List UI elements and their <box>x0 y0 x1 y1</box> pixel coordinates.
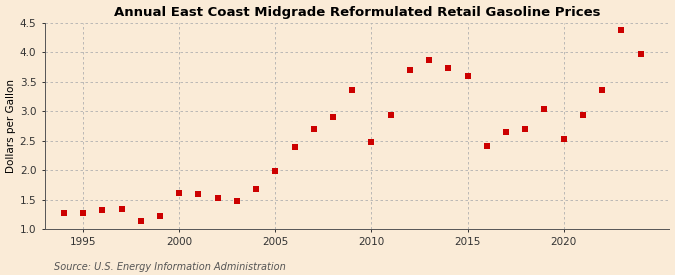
Point <box>347 88 358 92</box>
Point <box>558 137 569 142</box>
Point <box>250 187 261 191</box>
Point <box>59 210 70 215</box>
Point <box>136 219 146 223</box>
Point <box>404 68 415 73</box>
Point <box>174 191 185 195</box>
Point <box>520 126 531 131</box>
Point <box>443 66 454 70</box>
Title: Annual East Coast Midgrade Reformulated Retail Gasoline Prices: Annual East Coast Midgrade Reformulated … <box>114 6 600 18</box>
Point <box>97 208 108 212</box>
Y-axis label: Dollars per Gallon: Dollars per Gallon <box>5 79 16 173</box>
Point <box>462 73 473 78</box>
Point <box>213 196 223 200</box>
Point <box>635 52 646 56</box>
Point <box>481 144 492 149</box>
Point <box>308 126 319 131</box>
Point <box>270 169 281 173</box>
Point <box>78 211 88 215</box>
Point <box>385 112 396 117</box>
Point <box>232 199 242 204</box>
Point <box>116 207 127 211</box>
Point <box>366 139 377 144</box>
Point <box>289 145 300 149</box>
Point <box>424 58 435 62</box>
Point <box>616 28 627 32</box>
Point <box>327 115 338 119</box>
Point <box>597 88 608 93</box>
Text: Source: U.S. Energy Information Administration: Source: U.S. Energy Information Administ… <box>54 262 286 272</box>
Point <box>501 130 512 134</box>
Point <box>578 113 589 117</box>
Point <box>155 213 165 218</box>
Point <box>193 191 204 196</box>
Point <box>539 106 550 111</box>
